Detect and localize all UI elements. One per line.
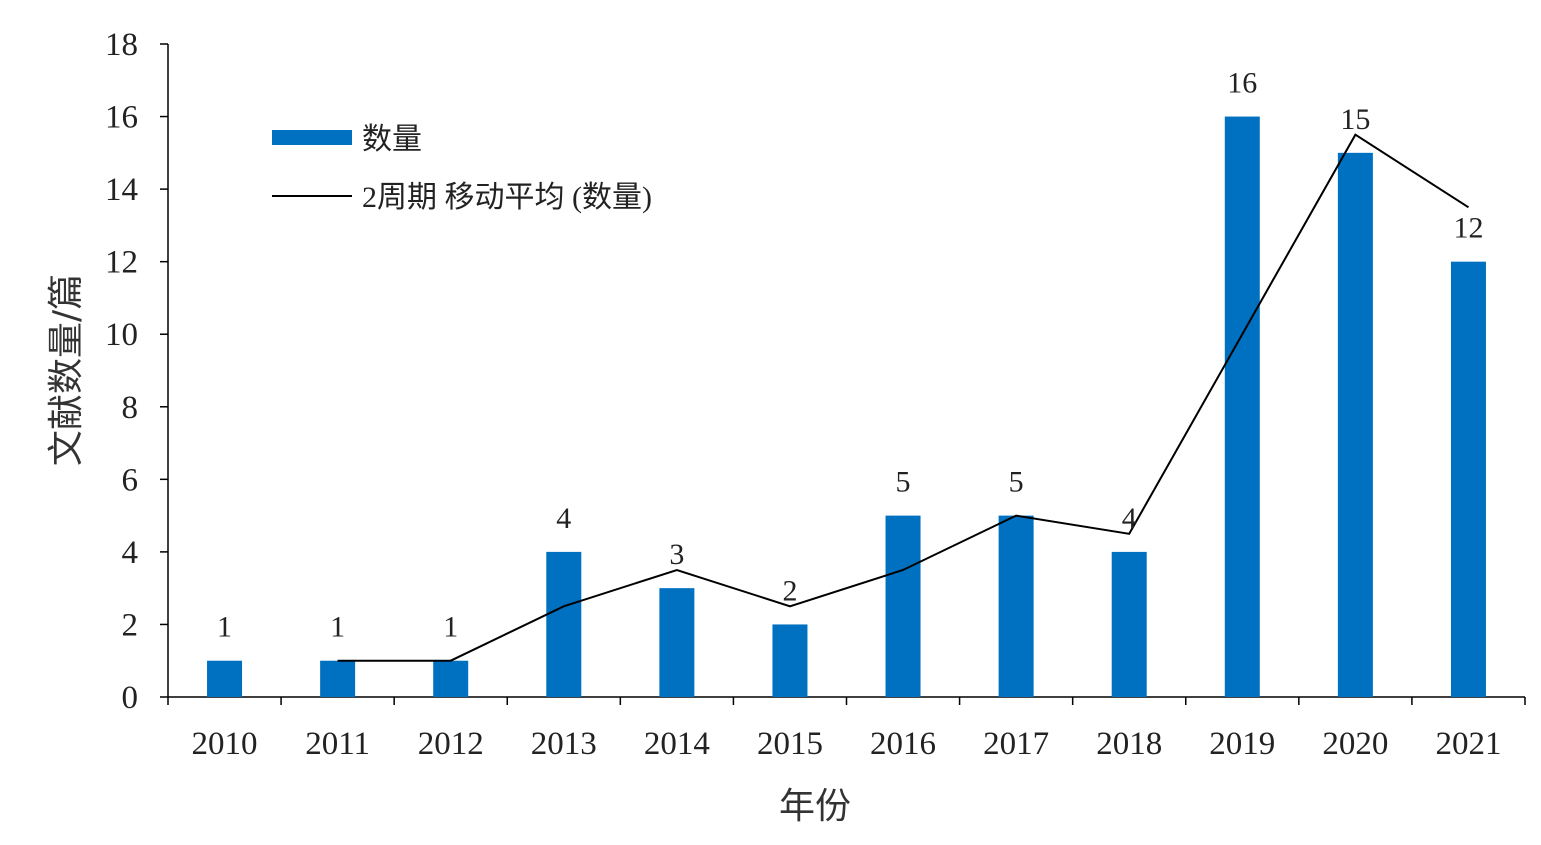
y-tick-label: 8: [122, 390, 139, 426]
y-tick-label: 14: [105, 172, 138, 208]
data-label: 5: [1009, 466, 1024, 499]
bar: [320, 660, 356, 697]
data-label: 12: [1453, 212, 1483, 245]
x-tick-label: 2021: [1435, 726, 1501, 762]
x-tick-label: 2019: [1209, 726, 1275, 762]
data-label: 1: [330, 611, 345, 644]
y-tick-label: 16: [105, 100, 138, 136]
bar: [1450, 261, 1486, 697]
x-tick-label: 2011: [305, 726, 370, 762]
x-tick-label: 2018: [1096, 726, 1162, 762]
x-tick-label: 2017: [983, 726, 1049, 762]
bar: [998, 515, 1034, 697]
x-tick-label: 2016: [870, 726, 936, 762]
bar: [433, 660, 469, 697]
x-tick-label: 2013: [531, 726, 597, 762]
bar: [772, 624, 808, 697]
data-label: 1: [443, 611, 458, 644]
y-tick-label: 4: [122, 535, 139, 571]
bar: [659, 588, 695, 697]
bar: [546, 551, 582, 697]
y-tick-label: 6: [122, 462, 139, 498]
y-tick-label: 2: [122, 607, 139, 643]
data-label: 5: [896, 466, 911, 499]
data-label: 16: [1227, 67, 1257, 100]
data-label: 1: [217, 611, 232, 644]
data-label: 4: [556, 502, 571, 535]
data-label: 3: [669, 538, 684, 571]
bars: [207, 116, 1486, 698]
y-tick-label: 0: [122, 680, 139, 716]
legend-bar-swatch: [272, 130, 352, 145]
x-tick-label: 2015: [757, 726, 823, 762]
bar: [207, 660, 243, 697]
data-labels: 1 1 1 4 3 2 5 5 4 16 15 12: [217, 67, 1483, 644]
data-label: 2: [782, 574, 797, 607]
y-tick-label: 12: [105, 245, 138, 281]
x-tick-label: 2014: [644, 726, 710, 762]
y-axis-title: 文献数量/篇: [46, 274, 87, 466]
y-tick-label: 10: [105, 317, 138, 353]
x-tick-label: 2012: [418, 726, 484, 762]
data-label: 4: [1122, 502, 1137, 535]
legend-line-label: 2周期 移动平均 (数量): [362, 181, 652, 214]
legend: 数量 2周期 移动平均 (数量): [272, 123, 652, 214]
bar: [1337, 152, 1373, 698]
legend-bar-label: 数量: [362, 123, 422, 156]
bar: [885, 515, 921, 697]
x-tick-label: 2020: [1322, 726, 1388, 762]
bar: [1224, 116, 1260, 698]
bar: [1111, 551, 1147, 697]
data-label: 15: [1340, 103, 1370, 136]
x-axis-title: 年份: [779, 786, 851, 827]
y-tick-label: 18: [105, 27, 138, 63]
moving-average-line: [337, 133, 1470, 662]
x-tick-label: 2010: [192, 726, 258, 762]
